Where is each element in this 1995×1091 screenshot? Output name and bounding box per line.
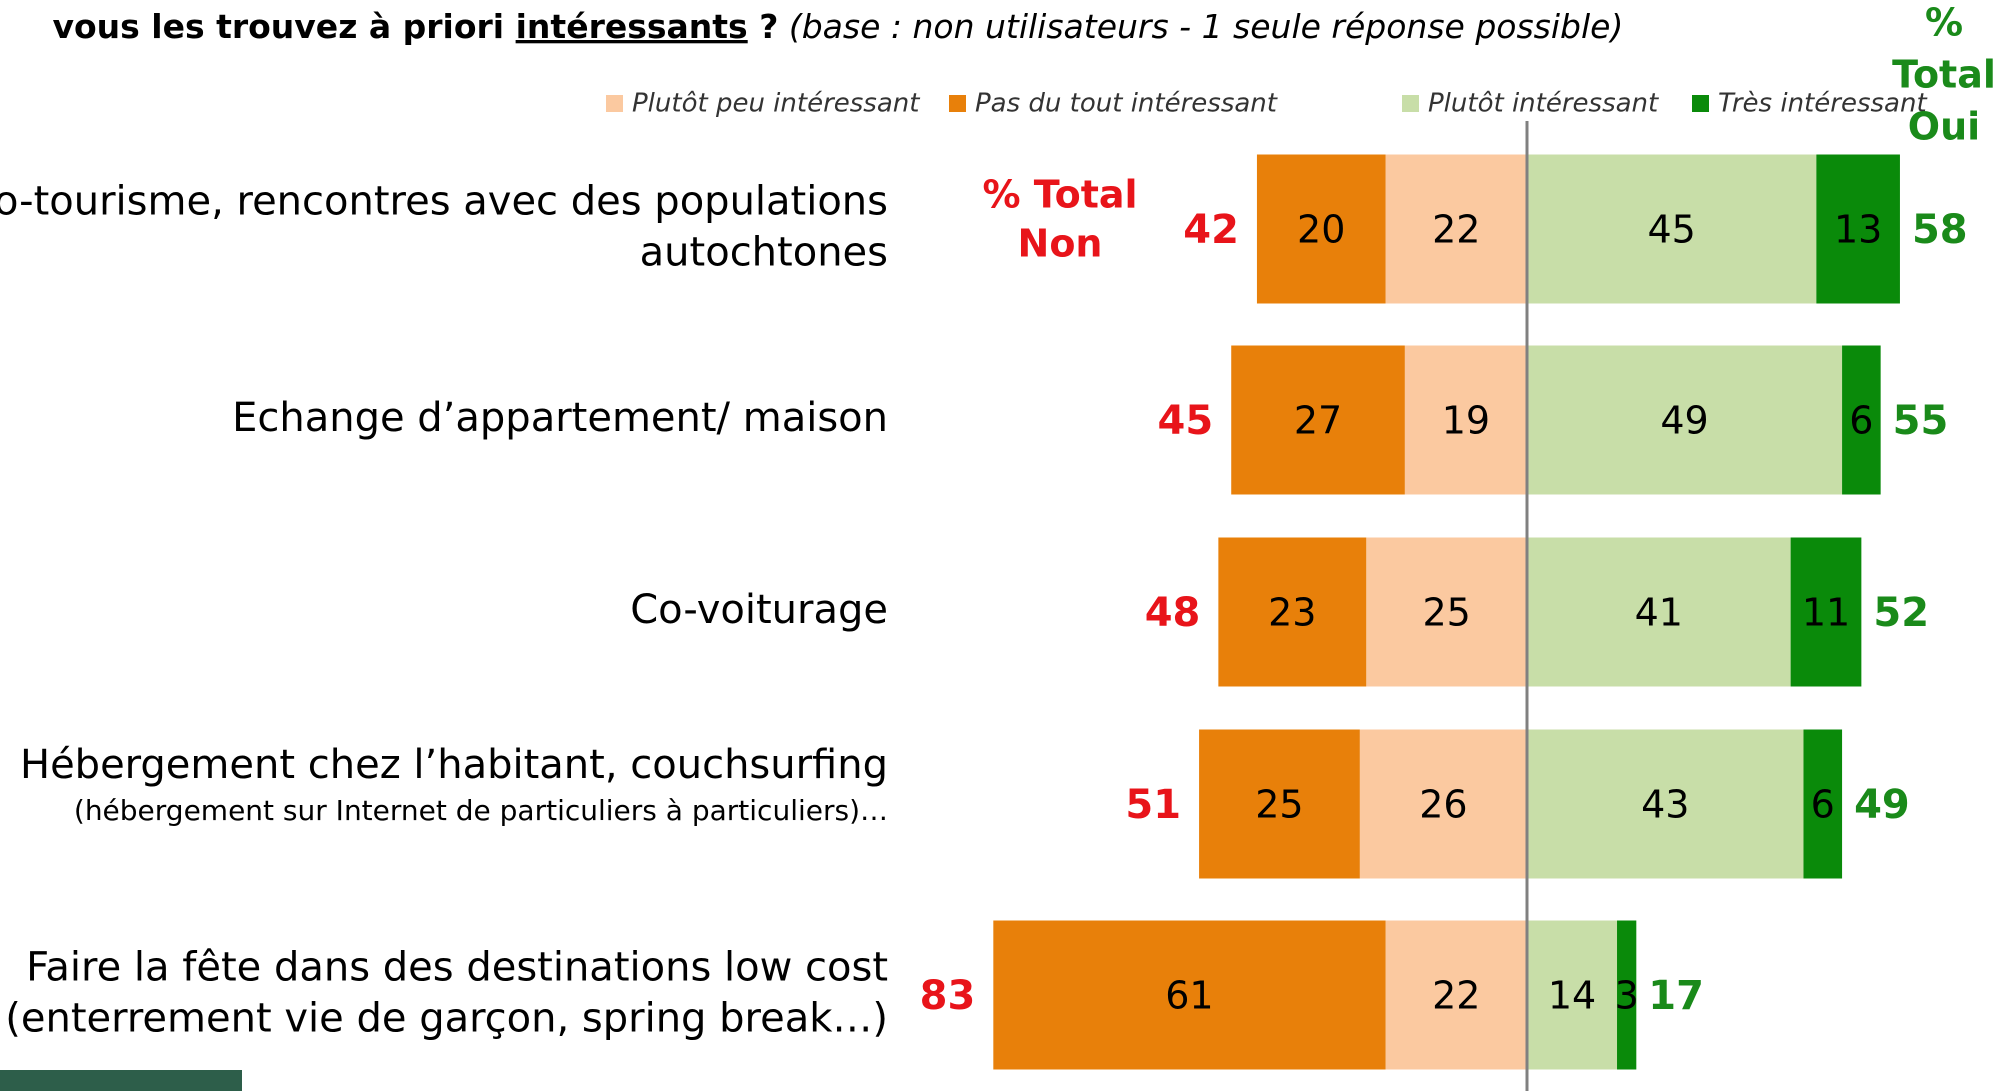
category-label: Faire la fête dans des destinations low … <box>26 945 888 991</box>
bar-segment <box>1218 537 1367 687</box>
subtitle: (base : non utilisateurs - 1 seule répon… <box>789 7 1623 46</box>
bar-segment <box>1199 729 1360 879</box>
total-non-header: Non <box>1018 222 1103 266</box>
bar-segment <box>1385 920 1527 1070</box>
total-oui-header: % <box>1925 1 1963 45</box>
bar-segment <box>1385 154 1527 304</box>
category-label: autochtones <box>640 230 888 276</box>
legend-label: Plutôt peu intéressant <box>632 89 920 119</box>
legend-swatch <box>606 95 623 112</box>
legend-swatch <box>1692 95 1709 112</box>
bar-segment <box>1527 729 1804 879</box>
bar-segment <box>1256 154 1386 304</box>
bar-segment <box>1842 345 1881 495</box>
total-non-header: % Total <box>982 173 1137 217</box>
total-non: 48 <box>1145 590 1201 636</box>
value-label: 6 <box>1811 783 1835 827</box>
value-label: 14 <box>1548 974 1596 1018</box>
bar-segment <box>1404 345 1527 495</box>
value-label: 23 <box>1268 591 1316 635</box>
total-non: 42 <box>1183 207 1239 253</box>
bar-segment <box>1527 345 1843 495</box>
value-label: 19 <box>1442 399 1490 443</box>
subtitle <box>778 7 789 46</box>
title-part: intéressants <box>516 7 748 46</box>
bar-segment <box>1359 729 1527 879</box>
category-label: (enterrement vie de garçon, spring break… <box>5 996 888 1042</box>
value-label: 27 <box>1294 399 1342 443</box>
value-label: 6 <box>1849 399 1873 443</box>
bar-segment <box>1527 154 1817 304</box>
category-label: Eco-tourisme, rencontres avec des popula… <box>0 179 888 225</box>
bar-segment <box>1366 537 1527 687</box>
category-label: Echange d’appartement/ maison <box>232 395 888 441</box>
value-label: 20 <box>1297 208 1345 252</box>
bar-segment <box>1617 920 1637 1070</box>
value-label: 25 <box>1422 591 1470 635</box>
value-label: 49 <box>1660 399 1708 443</box>
total-oui: 49 <box>1854 782 1910 828</box>
value-label: 25 <box>1255 783 1303 827</box>
legend-label: Plutôt intéressant <box>1428 89 1659 119</box>
legend-label: Pas du tout intéressant <box>975 89 1278 119</box>
legend-label: Très intéressant <box>1718 89 1927 119</box>
bar-segment <box>1816 154 1900 304</box>
bar-segment <box>1231 345 1405 495</box>
total-oui-header: Total <box>1892 53 1995 97</box>
title-part: ? <box>748 7 779 46</box>
category-note: (hébergement sur Internet de particulier… <box>74 794 888 827</box>
legend-swatch <box>1402 95 1419 112</box>
value-label: 61 <box>1165 974 1213 1018</box>
total-oui: 58 <box>1912 207 1968 253</box>
logo <box>0 1070 242 1091</box>
value-label: 13 <box>1834 208 1882 252</box>
value-label: 22 <box>1432 208 1480 252</box>
value-label: 26 <box>1419 783 1467 827</box>
bar-segment <box>1527 920 1618 1070</box>
total-oui: 55 <box>1893 398 1949 444</box>
value-label: 45 <box>1647 208 1695 252</box>
legend-swatch <box>949 95 966 112</box>
bar-segment <box>1803 729 1843 879</box>
category-label: Co-voiturage <box>630 587 888 633</box>
total-non: 51 <box>1125 782 1181 828</box>
value-label: 3 <box>1615 974 1639 1018</box>
bar-segment <box>993 920 1386 1070</box>
value-label: 11 <box>1802 591 1850 635</box>
category-label: Hébergement chez l’habitant, couchsurfin… <box>20 742 888 788</box>
total-oui-header: Oui <box>1908 105 1980 149</box>
total-non: 45 <box>1158 398 1214 444</box>
chart-title: vous les trouvez à priori intéressants ?… <box>0 7 1655 46</box>
bar-segment <box>1790 537 1862 687</box>
title-part: vous les trouvez à priori <box>52 7 515 46</box>
value-label: 41 <box>1635 591 1683 635</box>
value-label: 22 <box>1432 974 1480 1018</box>
total-oui: 52 <box>1873 590 1929 636</box>
bar-segment <box>1527 537 1791 687</box>
value-label: 43 <box>1641 783 1689 827</box>
total-non: 83 <box>920 973 976 1019</box>
total-oui: 17 <box>1648 973 1704 1019</box>
